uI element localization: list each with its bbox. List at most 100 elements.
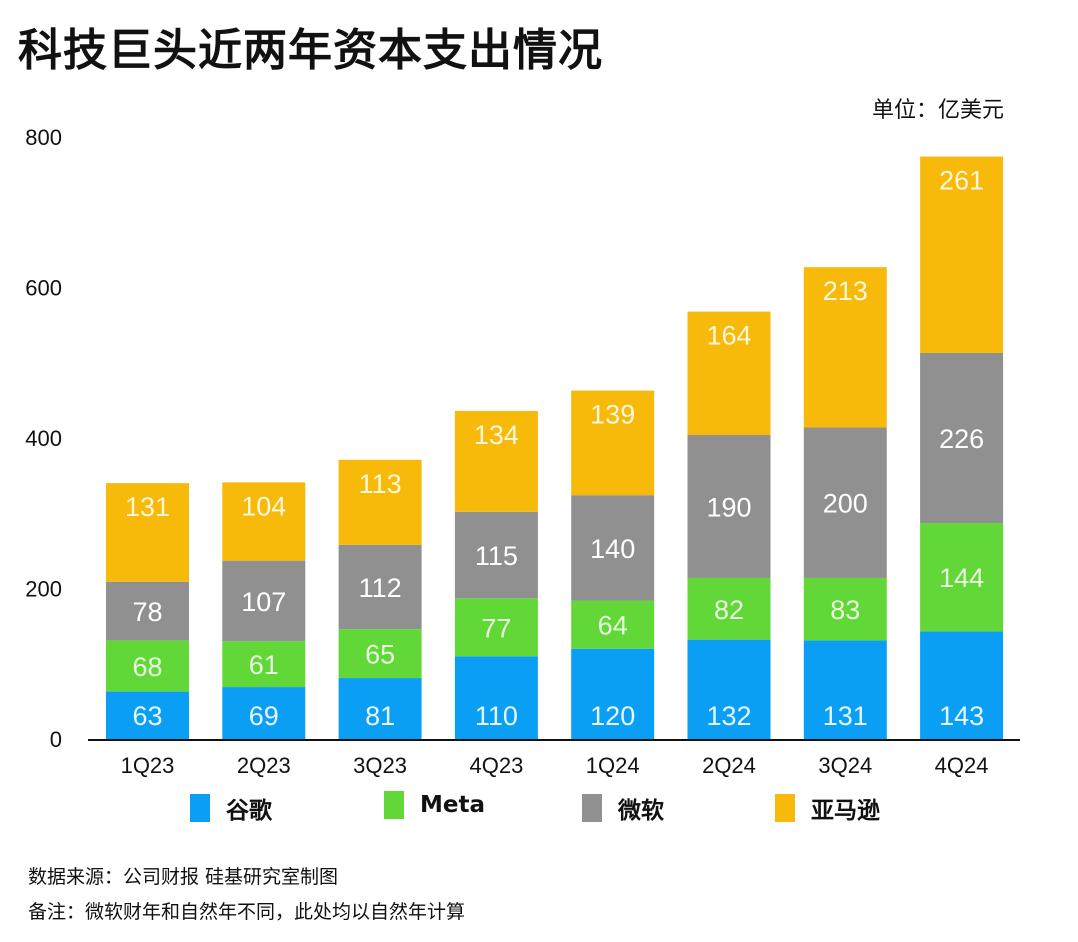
y-tick-label: 400 (25, 426, 62, 451)
y-axis-ticks: 0 200 400 600 800 (25, 125, 62, 752)
bar-segment (803, 640, 887, 739)
bar-segment (106, 581, 189, 641)
legend-label: Meta (420, 792, 486, 818)
bar-segment (106, 691, 189, 739)
data-label: 139 (590, 400, 635, 430)
data-label: 131 (823, 701, 868, 731)
bar-segment (687, 434, 771, 578)
data-label: 140 (590, 534, 635, 564)
data-label: 131 (125, 492, 170, 522)
x-tick-label: 4Q23 (469, 753, 523, 778)
data-label: 64 (598, 611, 628, 641)
bar-segment (687, 639, 771, 739)
x-axis-ticks: 1Q23 2Q23 3Q23 4Q23 1Q24 2Q24 3Q24 4Q24 (121, 753, 989, 778)
data-label: 164 (706, 321, 751, 351)
data-label: 82 (714, 595, 744, 625)
x-tick-label: 3Q23 (353, 753, 407, 778)
data-label: 112 (359, 573, 402, 603)
y-tick-label: 600 (25, 276, 62, 301)
bar-segment (454, 410, 538, 512)
data-label: 107 (241, 587, 286, 617)
data-label: 78 (132, 597, 162, 627)
data-label: 134 (474, 420, 519, 450)
source-footnote: 数据来源：公司财报 硅基研究室制图 (28, 866, 339, 888)
chart-title: 科技巨头近两年资本支出情况 (18, 25, 603, 76)
bar-stack-1Q24: 120 64 140 139 (571, 390, 655, 739)
bar-segment (571, 600, 655, 649)
data-label: 63 (132, 701, 162, 731)
legend: 谷歌 Meta 微软 亚马逊 (0, 791, 1078, 827)
data-label: 261 (939, 166, 984, 196)
bar-segment (920, 156, 1004, 353)
data-label: 65 (365, 640, 395, 670)
legend-item: 谷歌 (190, 791, 272, 825)
x-tick-label: 2Q24 (702, 753, 756, 778)
legend-label: 谷歌 (226, 798, 272, 824)
data-label: 143 (939, 701, 984, 731)
bar-segment (920, 523, 1004, 632)
bar-segment (920, 631, 1004, 739)
bar-stack-2Q24: 132 82 190 164 (687, 311, 771, 739)
data-label: 190 (706, 492, 751, 522)
bar-segment (803, 427, 887, 578)
bar-segment (106, 483, 189, 582)
data-label: 213 (823, 276, 868, 306)
bars: 63 68 78 131 69 61 107 104 81 65 112 113 110 77 115 134… (106, 156, 1004, 739)
data-label: 68 (132, 652, 162, 682)
data-label: 200 (823, 489, 868, 519)
legend-item: 微软 (582, 791, 664, 825)
bar-stack-4Q24: 143 144 226 261 (920, 156, 1004, 739)
bar-segment (338, 544, 422, 630)
legend-swatch (775, 794, 795, 822)
bar-segment (222, 687, 306, 739)
data-label: 81 (365, 701, 395, 731)
legend-swatch (582, 794, 602, 822)
bar-segment (571, 495, 655, 601)
unit-label: 单位：亿美元 (871, 98, 1004, 123)
bar-segment (687, 577, 771, 640)
x-tick-label: 3Q24 (818, 753, 872, 778)
bar-segment (920, 352, 1004, 524)
x-tick-label: 2Q23 (237, 753, 291, 778)
bar-segment (222, 560, 306, 642)
data-label: 226 (939, 424, 984, 454)
data-label: 69 (249, 701, 279, 731)
legend-swatch (384, 791, 404, 819)
bar-segment (106, 640, 189, 692)
x-tick-label: 1Q24 (586, 753, 640, 778)
data-label: 110 (475, 701, 518, 731)
bar-stack-2Q23: 69 61 107 104 (222, 482, 306, 739)
remark-footnote: 备注：微软财年和自然年不同，此处均以自然年计算 (28, 901, 466, 923)
bar-segment (687, 311, 771, 435)
bar-stack-3Q24: 131 83 200 213 (803, 267, 887, 739)
y-tick-label: 800 (25, 125, 62, 150)
legend-swatch (190, 794, 210, 822)
x-tick-label: 4Q24 (935, 753, 989, 778)
legend-item: Meta (384, 791, 485, 819)
legend-label: 微软 (618, 798, 664, 824)
bar-stack-3Q23: 81 65 112 113 (338, 459, 422, 739)
y-tick-label: 200 (25, 577, 62, 602)
bar-segment (222, 641, 306, 688)
data-label: 83 (830, 595, 860, 625)
bar-segment (338, 459, 422, 545)
bar-segment (803, 267, 887, 428)
bar-segment (454, 511, 538, 599)
bar-segment (338, 629, 422, 679)
data-label: 113 (359, 469, 402, 499)
bar-stack-4Q23: 110 77 115 134 (454, 410, 538, 739)
y-tick-label: 0 (50, 727, 62, 752)
x-tick-label: 1Q23 (121, 753, 175, 778)
bar-segment (803, 577, 887, 641)
data-label: 61 (249, 650, 279, 680)
bar-stack-1Q23: 63 68 78 131 (106, 483, 189, 739)
bar-segment (454, 656, 538, 739)
bar-segment (222, 482, 306, 561)
data-label: 77 (481, 613, 511, 643)
bar-segment (454, 598, 538, 657)
legend-label: 亚马逊 (811, 798, 880, 824)
bar-segment (571, 390, 655, 496)
data-label: 115 (475, 541, 518, 571)
data-label: 120 (590, 701, 635, 731)
